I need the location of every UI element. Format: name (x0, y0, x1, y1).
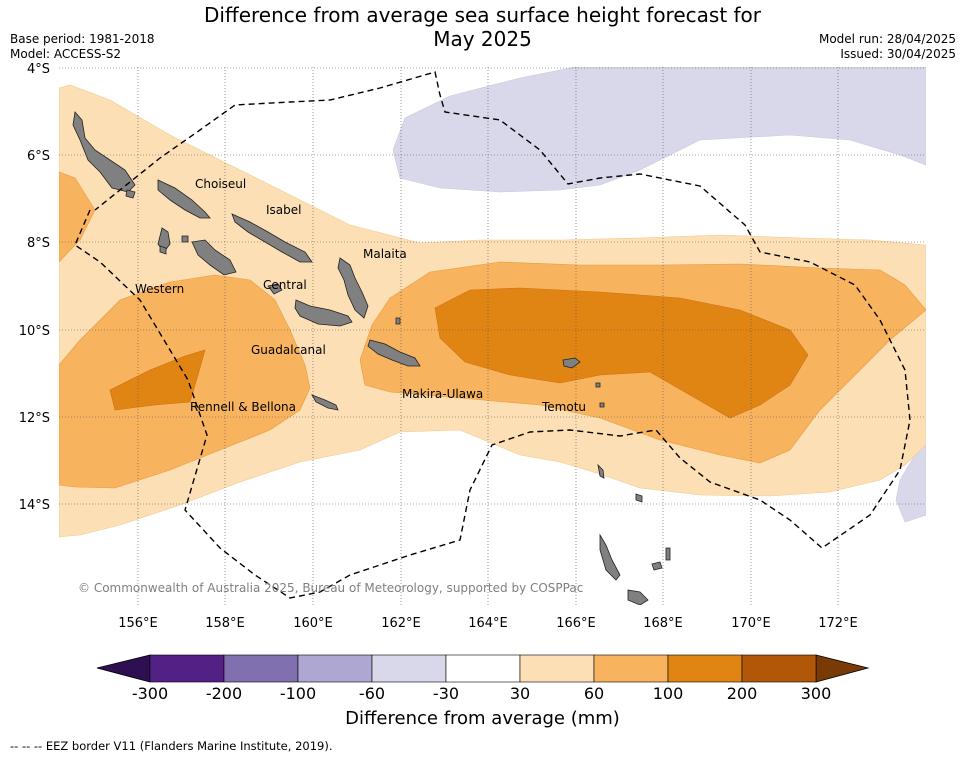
province-makira-ulawa: Makira-Ulawa (402, 387, 483, 401)
island-makira (367, 339, 421, 367)
longitude-labels: 156°E 158°E 160°E 162°E 164°E 166°E 168°… (118, 616, 858, 631)
lon-label: 158°E (205, 616, 245, 631)
province-malaita: Malaita (363, 247, 407, 261)
province-choiseul: Choiseul (195, 177, 246, 191)
colorbar-max-extend (815, 654, 870, 683)
colorbar-segment (371, 654, 447, 683)
colorbar-tick: 60 (584, 684, 604, 703)
province-western: Western (135, 282, 184, 296)
colorbar-segment (741, 654, 817, 683)
province-labels: Choiseul Isabel Malaita Western Central … (135, 177, 586, 414)
lon-label: 164°E (468, 616, 508, 631)
island-malaita (337, 257, 369, 319)
colorbar-tick: 300 (801, 684, 832, 703)
island-small-4 (125, 189, 136, 199)
province-isabel: Isabel (266, 203, 301, 217)
colorbar-min-extend (96, 654, 151, 683)
island-florida (267, 283, 283, 295)
lon-label: 160°E (293, 616, 333, 631)
lon-label: 168°E (643, 616, 683, 631)
island-new-georgia (191, 239, 237, 276)
latitude-labels: 4°S 6°S 8°S 10°S 12°S 14°S (19, 62, 50, 513)
island-small-1 (635, 493, 643, 503)
island-small-7 (395, 317, 401, 325)
meta-right: Model run: 28/04/2025 Issued: 30/04/2025 (819, 32, 956, 62)
model-name: Model: ACCESS-S2 (10, 47, 122, 61)
contour-60-100-west (59, 171, 96, 263)
colorbar-tick: 200 (727, 684, 758, 703)
island-small-2 (651, 561, 663, 571)
colorbar-title: Difference from average (mm) (345, 708, 620, 729)
island-small-8 (595, 382, 601, 388)
contour-100-200-east (434, 287, 809, 419)
lat-label: 12°S (19, 411, 50, 426)
colorbar-segment (223, 654, 299, 683)
island-vanuatu-south (627, 589, 649, 605)
island-guadalcanal (294, 299, 353, 327)
island-rennell (311, 394, 339, 411)
colorbar-tick: -200 (206, 684, 242, 703)
land-masses (72, 111, 671, 605)
lat-label: 8°S (27, 236, 50, 251)
province-temotu: Temotu (541, 400, 586, 414)
island-small-9 (597, 463, 605, 479)
colorbar-tick: 30 (510, 684, 530, 703)
contour-100-200-west (109, 349, 206, 411)
map-title: Difference from average sea surface heig… (0, 3, 965, 51)
island-small-10 (599, 402, 605, 408)
colorbar-segment (445, 654, 521, 683)
lat-label: 6°S (27, 149, 50, 164)
lat-label: 14°S (19, 498, 50, 513)
island-bougainville (72, 111, 136, 193)
issued-date: Issued: 30/04/2025 (840, 47, 956, 61)
lon-label: 162°E (381, 616, 421, 631)
colorbar-tick: 100 (653, 684, 684, 703)
map-area (59, 67, 926, 605)
eez-border (74, 71, 911, 599)
colorbar-segment (149, 654, 225, 683)
colorbar-tick: -100 (280, 684, 316, 703)
island-santa-cruz (562, 357, 581, 369)
base-period: Base period: 1981-2018 (10, 32, 155, 46)
title-line-1: Difference from average sea surface heig… (203, 3, 762, 27)
lon-label: 166°E (556, 616, 596, 631)
colorbar-tick: -60 (359, 684, 385, 703)
province-central: Central (263, 278, 307, 292)
colorbar-segment (297, 654, 373, 683)
colorbar-segment (667, 654, 743, 683)
copyright-notice: © Commonwealth of Australia 2025, Bureau… (78, 581, 583, 595)
colorbar-tick: -30 (433, 684, 459, 703)
lon-label: 156°E (118, 616, 158, 631)
lat-label: 4°S (27, 62, 50, 77)
meta-left: Base period: 1981-2018 Model: ACCESS-S2 (10, 32, 155, 62)
province-guadalcanal: Guadalcanal (251, 343, 326, 357)
island-isabel (231, 213, 313, 263)
island-small-6 (181, 235, 189, 243)
contour-negative-north (392, 67, 926, 193)
model-run: Model run: 28/04/2025 (818, 32, 956, 46)
colorbar-ticks: -300 -200 -100 -60 -30 30 60 100 200 300 (132, 684, 831, 703)
eez-footnote: -- -- -- EEZ border V11 (Flanders Marine… (10, 739, 333, 753)
island-small-5 (159, 245, 167, 255)
island-vanuatu-north (599, 533, 621, 581)
colorbar-segment (519, 654, 595, 683)
colorbar-segment (593, 654, 669, 683)
lat-label: 10°S (19, 324, 50, 339)
island-choiseul (157, 179, 211, 219)
lon-label: 170°E (731, 616, 771, 631)
province-rennell-bellona: Rennell & Bellona (190, 400, 296, 414)
island-small-3 (665, 547, 671, 561)
colorbar-tick: -300 (132, 684, 168, 703)
lon-label: 172°E (818, 616, 858, 631)
colorbar (96, 654, 870, 683)
title-line-2: May 2025 (433, 27, 532, 51)
